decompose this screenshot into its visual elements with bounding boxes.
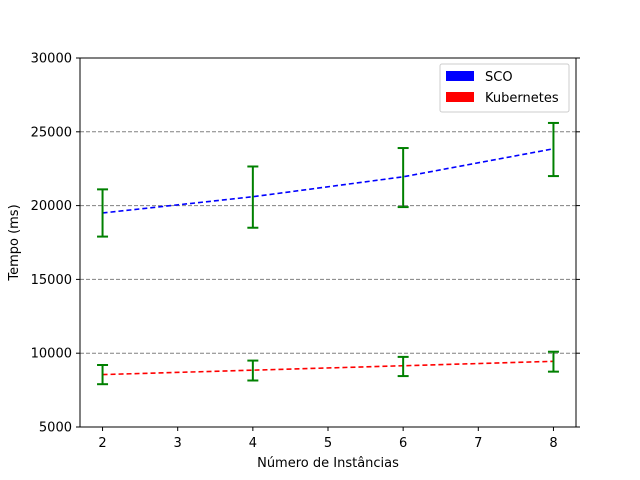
x-tick-label: 8 <box>549 436 557 451</box>
y-tick-label: 15000 <box>31 273 72 288</box>
legend: SCO Kubernetes <box>439 63 570 113</box>
legend-swatch-kubernetes <box>446 92 474 102</box>
x-tick-label: 5 <box>324 436 332 451</box>
y-tick-label: 5000 <box>39 421 72 436</box>
x-tick-label: 6 <box>399 436 407 451</box>
y-tick-label: 20000 <box>31 199 72 214</box>
gridlines <box>80 131 576 354</box>
series-lines <box>102 147 554 376</box>
y-tick-label: 10000 <box>31 347 72 362</box>
x-tick-label: 2 <box>98 436 106 451</box>
legend-label-sco: SCO <box>485 70 513 85</box>
series-line-kubernetes <box>102 360 554 376</box>
y-tick-label: 25000 <box>31 125 72 140</box>
x-tick-label: 4 <box>249 436 257 451</box>
y-tick-label: 30000 <box>31 52 72 67</box>
x-tick-label: 7 <box>474 436 482 451</box>
y-axis-label: Tempo (ms) <box>7 204 22 281</box>
series-line-sco <box>102 147 554 214</box>
x-axis-ticks: 2 3 4 5 6 7 8 <box>98 427 558 451</box>
plot-area-frame <box>79 57 577 428</box>
legend-swatch-sco <box>446 71 474 81</box>
x-axis-label: Número de Instâncias <box>257 456 399 471</box>
x-tick-label: 3 <box>174 436 182 451</box>
y-axis-ticks: 5000 10000 15000 20000 25000 30000 <box>31 52 580 436</box>
error-bars <box>97 121 559 386</box>
legend-label-kubernetes: Kubernetes <box>485 91 559 106</box>
